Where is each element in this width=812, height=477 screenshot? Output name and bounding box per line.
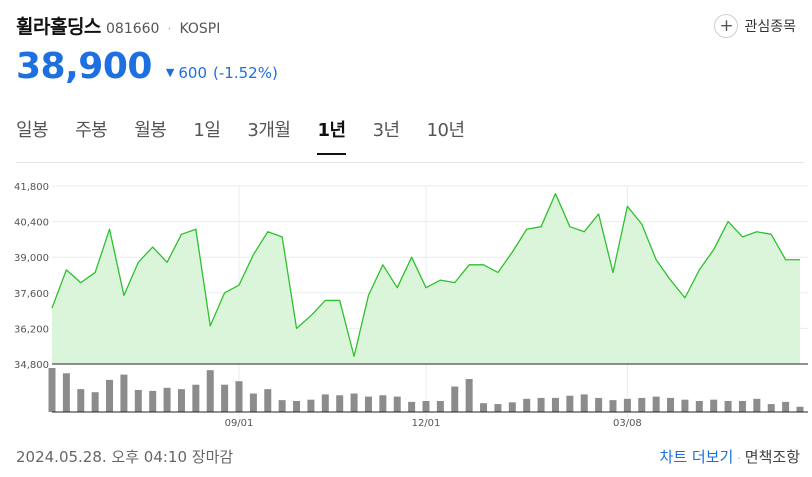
volume-bar: [753, 398, 761, 412]
volume-bar: [710, 399, 718, 412]
tab-3years[interactable]: 3년: [372, 120, 401, 141]
volume-bar: [321, 394, 329, 412]
chart-footer: 2024.05.28. 오후 04:10 장마감 차트 더보기 · 면책조항: [16, 446, 800, 467]
y-tick-label: 37,600: [14, 289, 49, 300]
volume-bar: [336, 395, 344, 412]
volume-bar: [163, 387, 171, 412]
market-close-time: 2024.05.28. 오후 04:10 장마감: [16, 448, 234, 466]
volume-bar: [638, 397, 646, 412]
tab-1day[interactable]: 1일: [193, 120, 221, 141]
volume-bar: [422, 401, 430, 412]
price-chart[interactable]: 41,800 40,400 39,000 37,600 36,200 34,800 09/0…: [0, 170, 812, 432]
add-favorite-button[interactable]: + 관심종목: [714, 14, 796, 38]
y-tick-label: 34,800: [14, 360, 49, 371]
volume-bar: [523, 398, 531, 412]
volume-bar: [235, 381, 243, 412]
tab-weekly[interactable]: 주봉: [75, 120, 108, 141]
volume-bar: [350, 393, 358, 412]
volume-bar: [738, 401, 746, 412]
change-amount: 600: [178, 64, 208, 82]
tab-1year[interactable]: 1년: [317, 116, 346, 155]
x-tick-label: 12/01: [412, 418, 441, 429]
volume-bar: [609, 400, 617, 412]
tab-10years[interactable]: 10년: [426, 120, 465, 141]
plus-icon: +: [714, 14, 739, 38]
volume-bar: [767, 404, 775, 412]
down-arrow-icon: ▼: [165, 66, 175, 79]
favorite-label: 관심종목: [744, 19, 796, 35]
current-price: 38,900: [16, 46, 152, 87]
volume-bar: [106, 379, 114, 412]
price-row: 38,900 ▼ 600 (-1.52%): [16, 46, 278, 90]
volume-bar: [264, 389, 272, 412]
footer-separator: ·: [737, 452, 741, 465]
stock-code: 081660: [106, 21, 160, 37]
volume-bar: [307, 399, 315, 412]
volume-bar: [192, 384, 200, 412]
period-tabs: 일봉 주봉 월봉 1일 3개월 1년 3년 10년: [16, 116, 492, 155]
price-area: [52, 193, 800, 364]
tab-3months[interactable]: 3개월: [247, 120, 291, 141]
y-tick-label: 36,200: [14, 324, 49, 335]
volume-bar: [206, 370, 214, 412]
volume-bar: [48, 368, 56, 412]
change-percent: (-1.52%): [213, 64, 278, 82]
volume-bar: [623, 398, 631, 412]
volume-bar: [91, 392, 99, 412]
tab-daily[interactable]: 일봉: [16, 120, 49, 141]
tabs-divider: [16, 162, 804, 163]
volume-bar: [134, 390, 142, 412]
volume-bar: [465, 379, 473, 412]
volume-bar: [724, 401, 732, 412]
volume-bar: [494, 404, 502, 412]
x-tick-label: 09/01: [225, 418, 254, 429]
volume-bar: [278, 400, 286, 412]
volume-bar: [451, 386, 459, 412]
stock-name: 휠라홀딩스: [16, 16, 101, 38]
volume-bar: [62, 373, 70, 412]
volume-bar: [436, 401, 444, 412]
y-tick-label: 40,400: [14, 218, 49, 229]
price-line: [51, 192, 800, 358]
y-tick-label: 41,800: [14, 182, 49, 193]
volume-bar: [177, 389, 185, 412]
volume-bar: [508, 402, 516, 412]
volume-bar: [667, 397, 675, 412]
tab-monthly[interactable]: 월봉: [134, 120, 167, 141]
y-tick-label: 39,000: [14, 253, 49, 264]
header-separator: ·: [167, 22, 172, 36]
volume-bar: [364, 396, 372, 412]
volume-bar: [120, 374, 128, 412]
volume-bar: [782, 401, 790, 412]
volume-bar: [393, 396, 401, 412]
volume-bar: [681, 399, 689, 412]
footer-links: 차트 더보기 · 면책조항: [660, 446, 800, 467]
volume-bar: [566, 395, 574, 412]
volume-bar: [408, 401, 416, 412]
volume-bar: [580, 394, 588, 412]
stock-market: KOSPI: [179, 21, 221, 37]
volume-bar: [537, 397, 545, 412]
volume-bar: [77, 389, 85, 412]
volume-bar: [695, 401, 703, 412]
volume-bar: [379, 395, 387, 412]
x-tick-label: 03/08: [613, 418, 642, 429]
volume-bar: [652, 396, 660, 412]
volume-bar: [595, 397, 603, 412]
volume-bar: [551, 397, 559, 412]
volume-bar: [221, 384, 229, 412]
volume-bar: [249, 393, 257, 412]
stock-header: 휠라홀딩스 081660 · KOSPI + 관심종목: [16, 12, 796, 42]
price-change: ▼ 600 (-1.52%): [166, 64, 278, 82]
more-chart-link[interactable]: 차트 더보기: [659, 448, 734, 466]
volume-bar: [796, 406, 804, 412]
volume-bar: [480, 403, 488, 412]
disclaimer-link[interactable]: 면책조항: [744, 448, 800, 466]
volume-bar: [149, 390, 157, 412]
volume-bar: [293, 401, 301, 412]
